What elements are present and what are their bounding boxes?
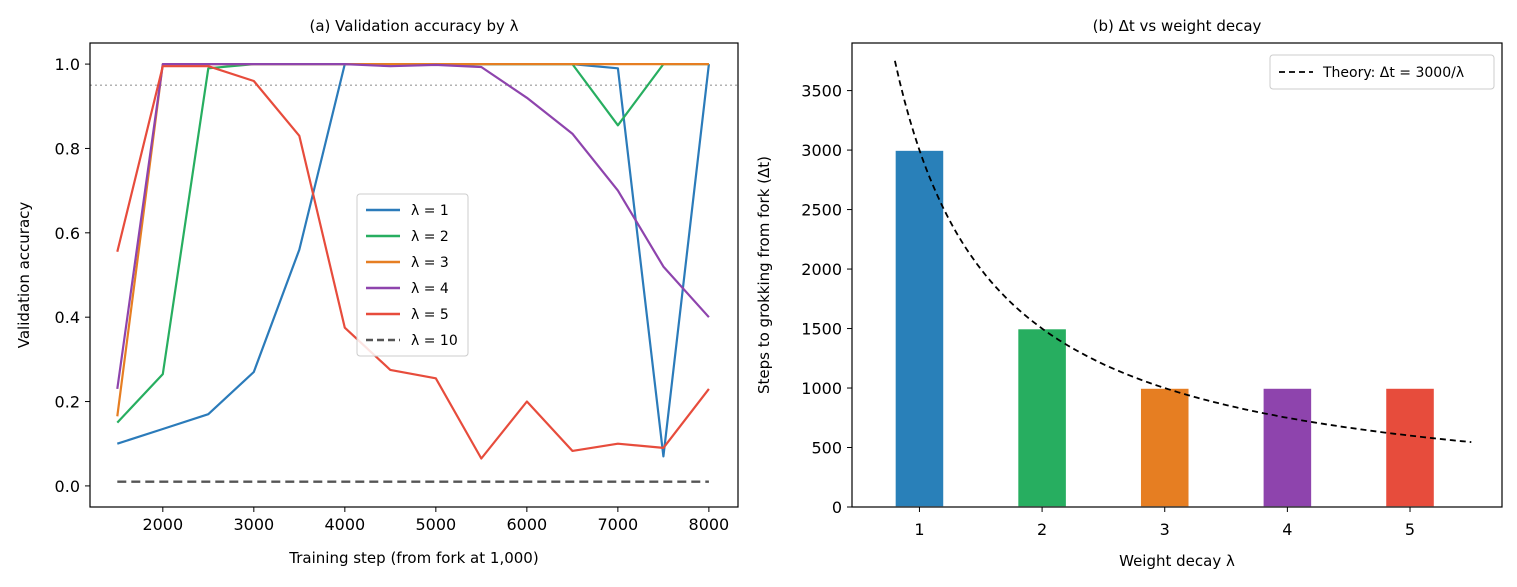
x-tick-label: 2	[1037, 520, 1047, 539]
x-tick-label: 5	[1405, 520, 1415, 539]
panel-b-theory-curve	[894, 60, 1472, 443]
y-tick-label: 3000	[801, 141, 842, 160]
x-tick-label: 3000	[233, 515, 274, 534]
legend-label: λ = 3	[411, 255, 449, 271]
panel-b-y-label: Steps to grokking from fork (Δt)	[755, 156, 773, 394]
panel-b-title: (b) Δt vs weight decay	[1093, 17, 1262, 35]
y-tick-label: 500	[811, 439, 842, 458]
legend-label: λ = 5	[411, 307, 449, 323]
bar-lambda-2	[1016, 327, 1068, 508]
y-tick-label: 1500	[801, 320, 842, 339]
legend-label: λ = 1	[411, 203, 449, 219]
bar-lambda-4	[1262, 387, 1313, 508]
y-tick-label: 3500	[801, 82, 842, 101]
panel-a-y-label: Validation accuracy	[15, 202, 33, 349]
x-tick-label: 6000	[506, 515, 547, 534]
y-tick-label: 0.0	[55, 477, 80, 496]
y-tick-label: 1000	[801, 379, 842, 398]
panel-a-x-label: Training step (from fork at 1,000)	[288, 549, 538, 567]
y-tick-label: 0.4	[55, 308, 80, 327]
panel-a-ticks: 2000 3000 4000 5000 6000 7000 8000 0.0 0.2 0.4 0.6…	[55, 55, 730, 534]
series-line-lambda-4	[116, 62, 710, 390]
y-tick-label: 0	[832, 498, 842, 517]
y-tick-label: 2500	[801, 201, 842, 220]
y-tick-label: 0.6	[55, 224, 80, 243]
panel-a-title: (a) Validation accuracy by λ	[310, 17, 519, 35]
series-line-lambda-5	[116, 65, 710, 460]
panel-b-legend-box	[1269, 54, 1495, 90]
bar-lambda-1	[894, 149, 945, 508]
panel-a-validation-accuracy: (a) Validation accuracy by λ 2000 3000 400…	[15, 17, 739, 567]
y-tick-label: 0.8	[55, 139, 80, 158]
panel-a-legend-box	[356, 193, 469, 357]
x-tick-label: 2000	[142, 515, 183, 534]
panel-a-legend: λ = 1 λ = 2 λ = 3 λ = 4 λ = 5 λ = 10	[356, 193, 469, 357]
x-tick-label: 4	[1282, 520, 1292, 539]
x-tick-label: 3	[1160, 520, 1170, 539]
theory-curve-line	[894, 60, 1472, 443]
legend-label: λ = 2	[411, 229, 449, 245]
panel-a-axes-frame	[89, 42, 739, 508]
panel-b-ticks: 1 2 3 4 5 0 500 1000 1500 2000 2500 3000 3500	[801, 82, 1415, 539]
legend-label: λ = 10	[411, 333, 458, 349]
legend-label: λ = 4	[411, 281, 449, 297]
y-tick-label: 0.2	[55, 393, 80, 412]
x-tick-label: 1	[914, 520, 924, 539]
x-tick-label: 8000	[689, 515, 730, 534]
panel-b-delta-t: (b) Δt vs weight decay 1 2 3 4 5 0 500 1000 1500…	[755, 17, 1503, 570]
panel-b-bars	[894, 149, 1436, 508]
y-tick-label: 1.0	[55, 55, 80, 74]
panel-b-legend-label: Theory: Δt = 3000/λ	[1322, 65, 1464, 81]
panel-b-legend: Theory: Δt = 3000/λ	[1269, 54, 1495, 90]
panel-b-axes-frame	[851, 42, 1503, 508]
panel-b-x-label: Weight decay λ	[1119, 552, 1235, 570]
bar-lambda-3	[1139, 387, 1191, 508]
panel-a-lines	[116, 62, 710, 483]
x-tick-label: 4000	[324, 515, 365, 534]
x-tick-label: 7000	[598, 515, 639, 534]
bar-lambda-5	[1384, 387, 1436, 508]
y-tick-label: 2000	[801, 260, 842, 279]
x-tick-label: 5000	[415, 515, 456, 534]
